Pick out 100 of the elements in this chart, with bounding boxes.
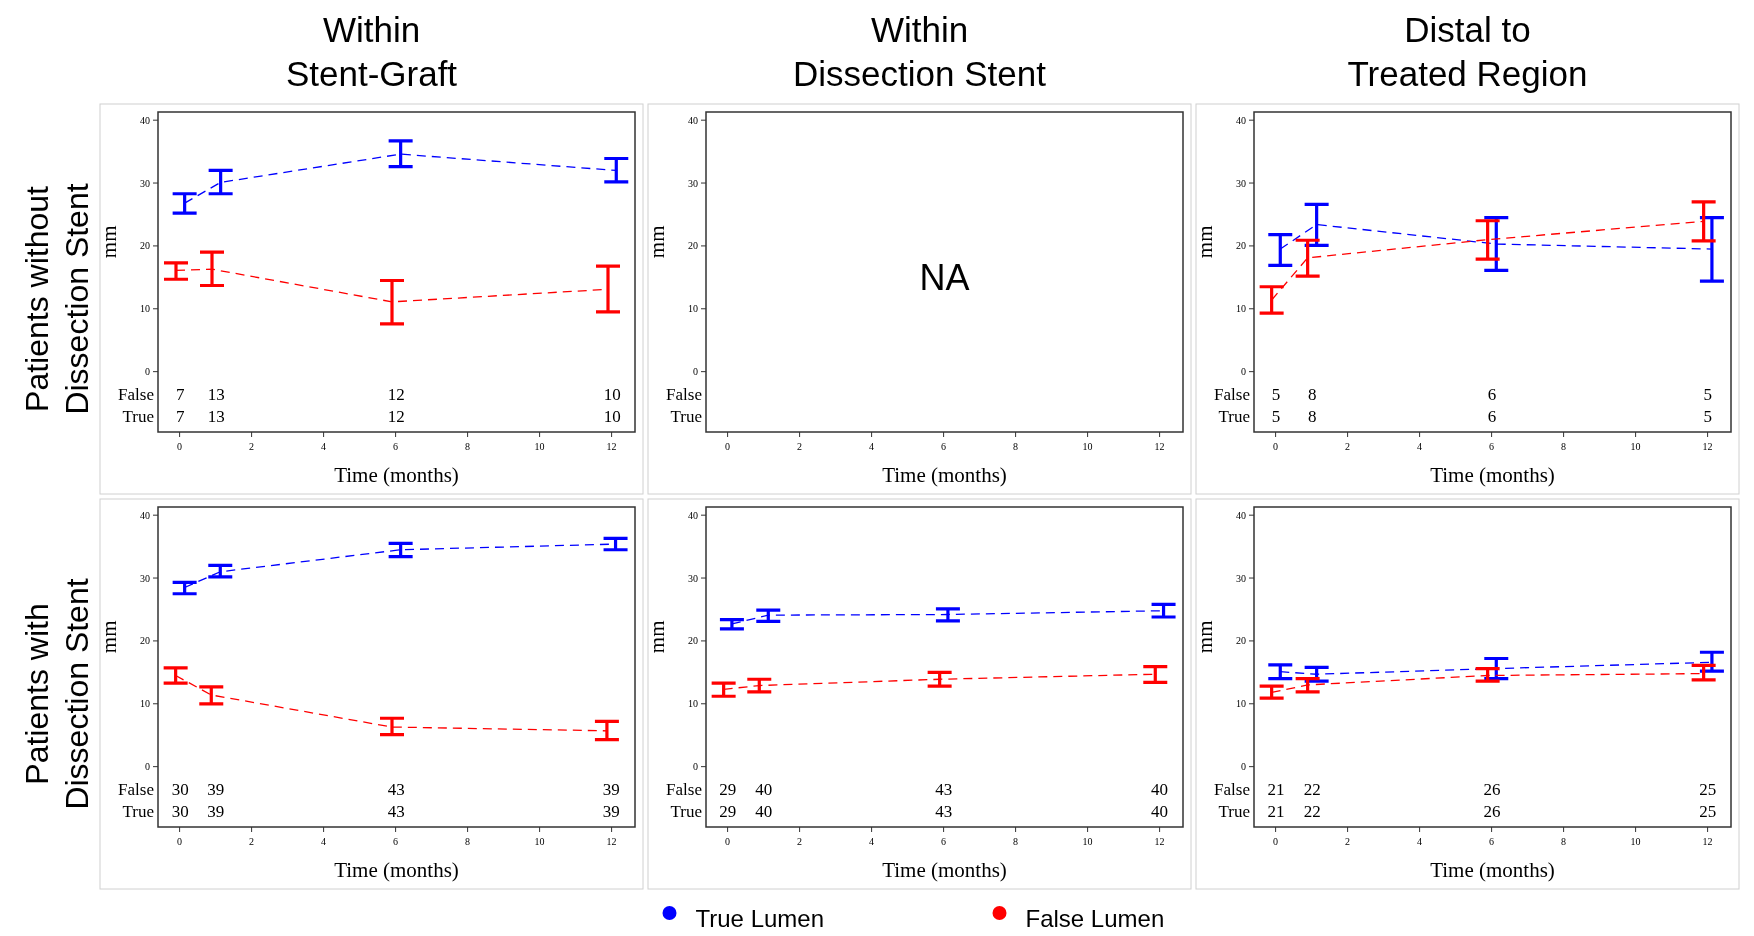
x-tick-label: 8 — [1561, 836, 1567, 847]
x-tick-label: 8 — [1561, 441, 1567, 452]
annotation: 5 — [1703, 406, 1713, 426]
y-axis-title: mm — [97, 620, 121, 654]
x-tick-label: 10 — [1630, 441, 1641, 452]
annotation: 21 — [1267, 779, 1285, 799]
y-tick-label: 20 — [140, 240, 150, 252]
annotation: 29 — [719, 801, 737, 821]
y-tick-label: 30 — [688, 177, 698, 189]
annotation: 26 — [1483, 801, 1501, 821]
annotation: 6 — [1487, 406, 1497, 426]
x-axis-title: Time (months) — [882, 463, 1007, 487]
x-tick-label: 10 — [534, 836, 545, 847]
chart-title: Within Dissection Stent — [793, 10, 1047, 93]
y-tick-label: 0 — [145, 366, 150, 378]
y-tick-label: 10 — [1236, 698, 1246, 710]
annotation: 39 — [207, 779, 225, 799]
y-tick-label: 40 — [140, 509, 150, 521]
x-tick-label: 0 — [177, 441, 183, 452]
annotation: 13 — [207, 406, 225, 426]
text: True — [122, 406, 154, 426]
text: True — [1218, 801, 1250, 821]
x-tick-label: 10 — [1082, 441, 1093, 452]
y-tick-label: 0 — [693, 761, 698, 773]
y-tick-label: 10 — [688, 698, 698, 710]
y-axis-title: mm — [97, 225, 121, 259]
x-tick-label: 6 — [1489, 441, 1495, 452]
text: True — [1218, 406, 1250, 426]
text: False — [666, 384, 702, 404]
annotation: 10 — [603, 406, 621, 426]
x-tick-label: 12 — [1154, 441, 1165, 452]
x-tick-label: 12 — [1154, 836, 1165, 847]
text: False — [666, 779, 702, 799]
y-tick-label: 20 — [1236, 240, 1246, 252]
x-tick-label: 6 — [941, 441, 947, 452]
y-tick-label: 10 — [1236, 303, 1246, 315]
x-tick-label: 6 — [1489, 836, 1495, 847]
annotation: 5 — [1271, 406, 1281, 426]
x-tick-label: 8 — [465, 441, 471, 452]
annotation: 5 — [1271, 384, 1281, 404]
chart-title: Distal to Treated Region — [1347, 10, 1588, 93]
y-tick-label: 10 — [140, 303, 150, 315]
annotation: 12 — [387, 384, 405, 404]
x-axis-title: Time (months) — [1430, 858, 1555, 882]
x-tick-label: 12 — [606, 836, 617, 847]
x-tick-label: 4 — [321, 441, 327, 452]
x-tick-label: 4 — [869, 836, 875, 847]
x-tick-label: 0 — [1273, 441, 1279, 452]
x-tick-label: 4 — [869, 441, 875, 452]
x-tick-label: 4 — [1417, 836, 1423, 847]
text: Patients without Dissection Stent — [19, 183, 95, 415]
annotation: 25 — [1699, 779, 1717, 799]
x-tick-label: 4 — [321, 836, 327, 847]
x-axis-title: Time (months) — [334, 463, 459, 487]
y-tick-label: 40 — [140, 114, 150, 126]
x-axis-title: Time (months) — [1430, 463, 1555, 487]
annotation: 22 — [1303, 801, 1321, 821]
y-tick-label: 30 — [140, 572, 150, 584]
x-tick-label: 12 — [1702, 441, 1713, 452]
x-tick-label: 8 — [1013, 836, 1019, 847]
text: False — [118, 384, 154, 404]
annotation: 40 — [1150, 779, 1168, 799]
annotation: 29 — [719, 779, 737, 799]
y-tick-label: 40 — [688, 509, 698, 521]
x-tick-label: 6 — [393, 441, 399, 452]
x-tick-label: 2 — [797, 441, 803, 452]
text: True — [670, 406, 702, 426]
y-tick-label: 20 — [1236, 635, 1246, 647]
y-tick-label: 0 — [145, 761, 150, 773]
annotation: 7 — [176, 406, 186, 426]
x-tick-label: 2 — [249, 836, 255, 847]
x-tick-label: 6 — [393, 836, 399, 847]
y-tick-label: 30 — [1236, 177, 1246, 189]
legend-label: True Lumen — [695, 905, 825, 932]
y-tick-label: 30 — [1236, 572, 1246, 584]
x-axis-title: Time (months) — [334, 858, 459, 882]
y-tick-label: 30 — [688, 572, 698, 584]
y-tick-label: 20 — [688, 240, 698, 252]
x-tick-label: 4 — [1417, 441, 1423, 452]
annotation: 8 — [1307, 406, 1317, 426]
y-tick-label: 20 — [140, 635, 150, 647]
x-tick-label: 6 — [941, 836, 947, 847]
annotation: 22 — [1303, 779, 1321, 799]
x-tick-label: 0 — [725, 441, 731, 452]
y-axis-title: mm — [1193, 620, 1217, 654]
annotation: 39 — [602, 801, 620, 821]
y-tick-label: 40 — [1236, 114, 1246, 126]
y-tick-label: 10 — [140, 698, 150, 710]
x-tick-label: 0 — [725, 836, 731, 847]
text: False — [1214, 779, 1250, 799]
y-tick-label: 0 — [693, 366, 698, 378]
y-tick-label: 40 — [688, 114, 698, 126]
annotation: 26 — [1483, 779, 1501, 799]
annotation: 10 — [603, 384, 621, 404]
x-tick-label: 8 — [1013, 441, 1019, 452]
annotation: 6 — [1487, 384, 1497, 404]
y-tick-label: 20 — [688, 635, 698, 647]
annotation: 30 — [171, 779, 189, 799]
annotation: 5 — [1703, 384, 1713, 404]
annotation: 43 — [935, 801, 953, 821]
